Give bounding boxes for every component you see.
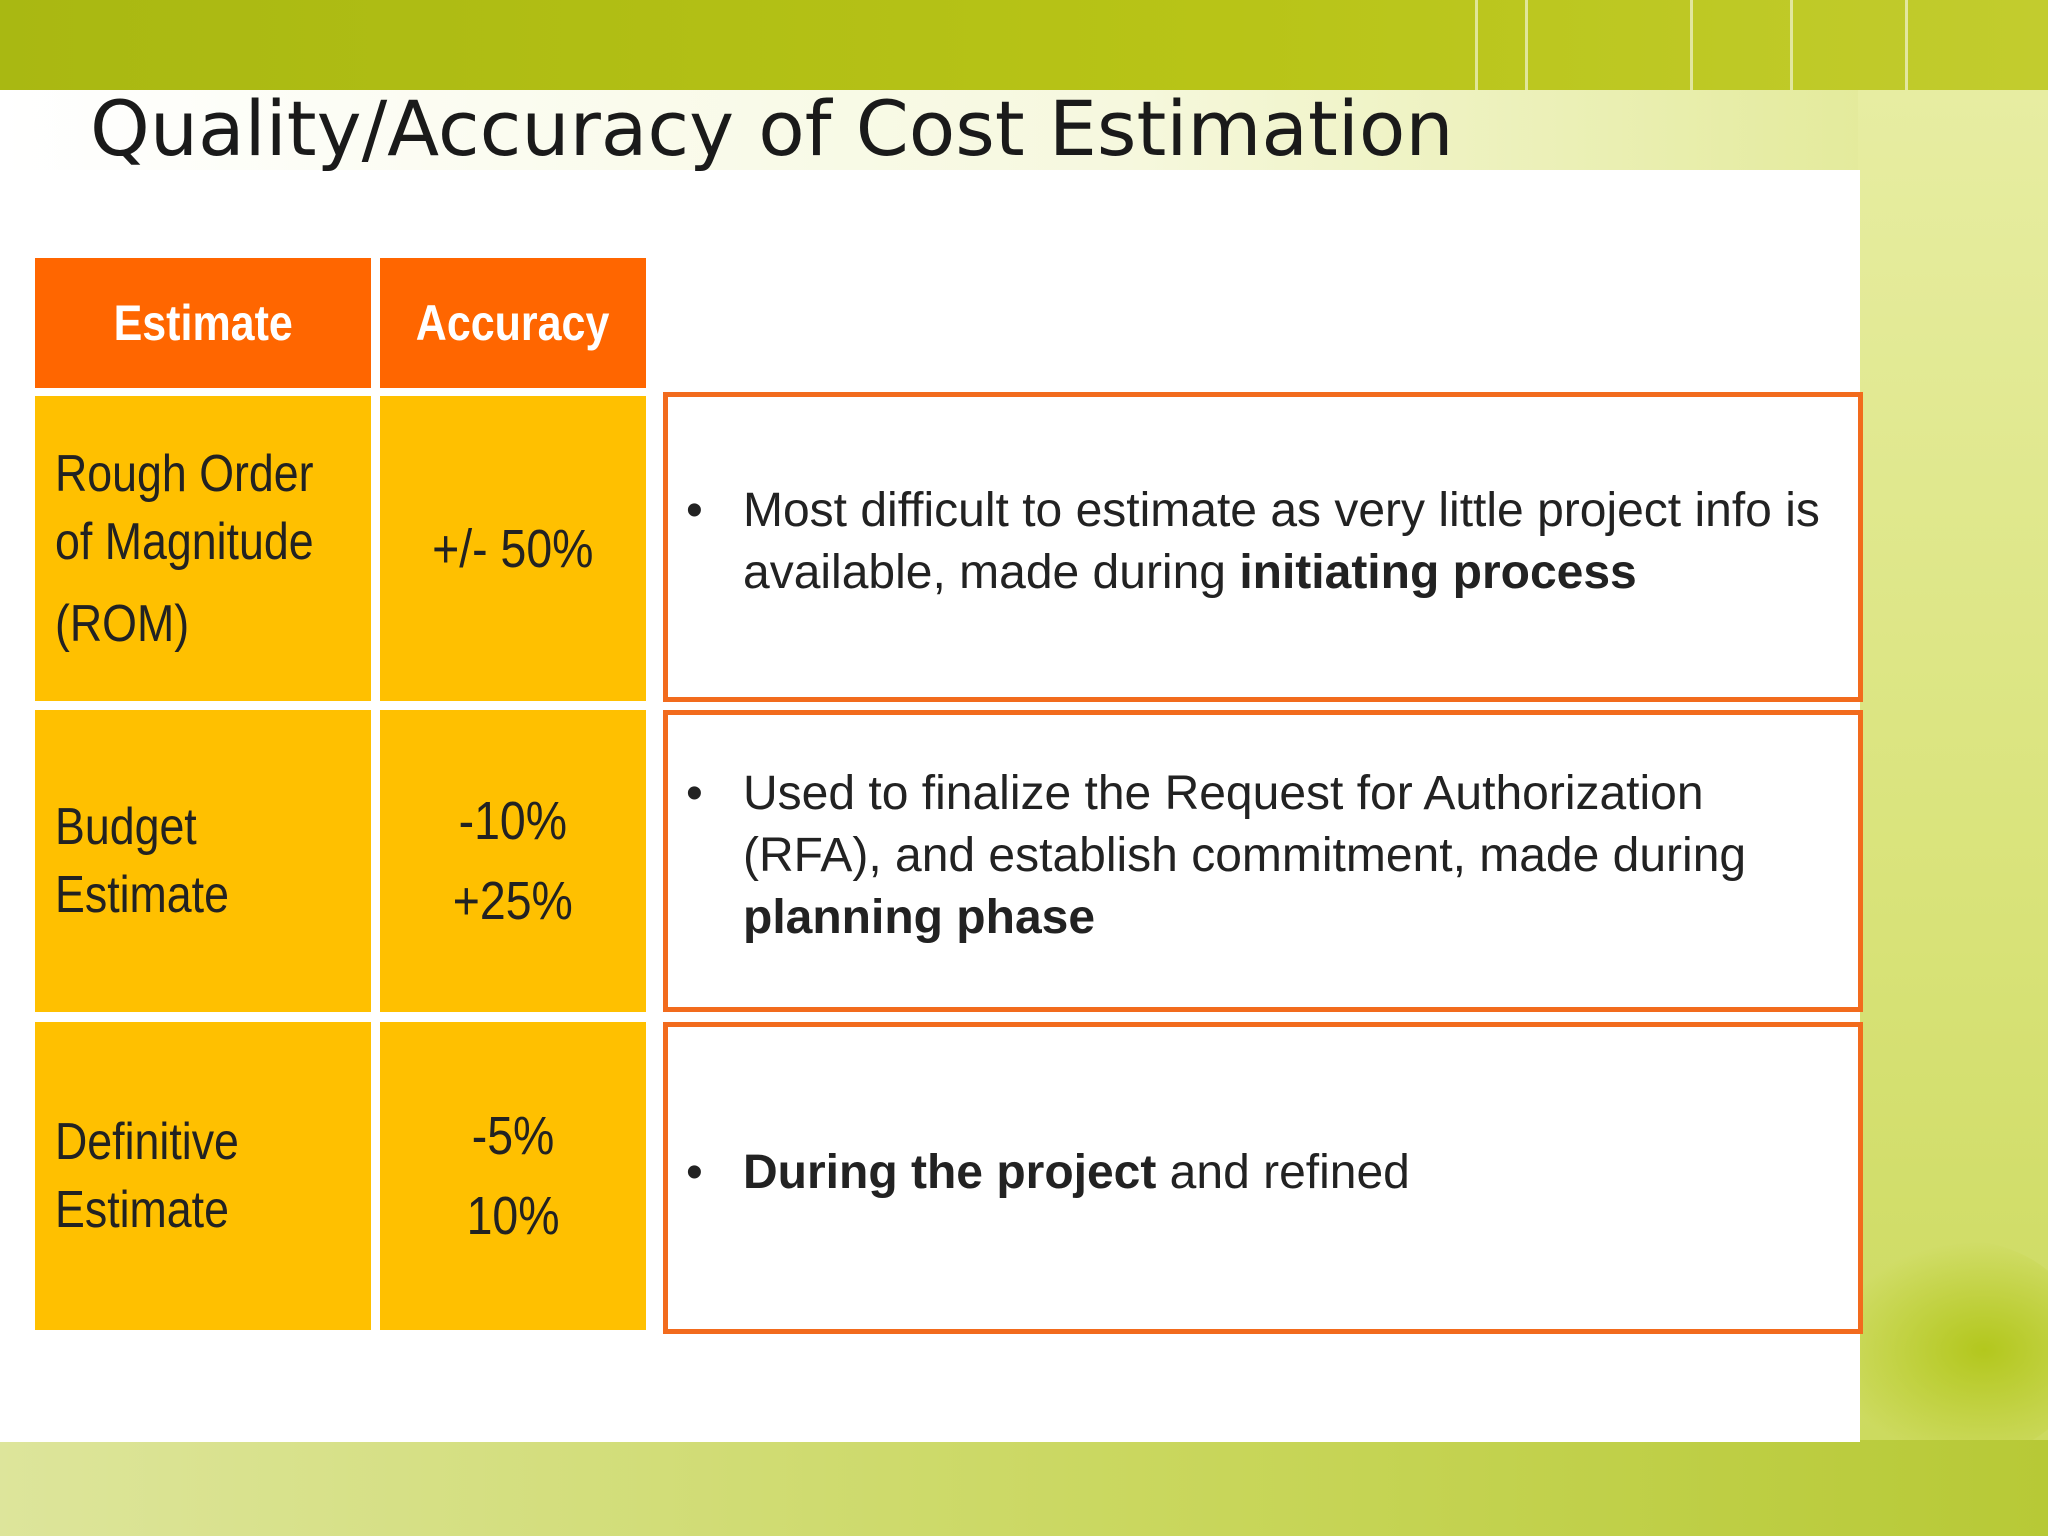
swoosh-decoration <box>1828 1240 2048 1460</box>
accuracy-line: 10% <box>466 1186 560 1246</box>
bullet-icon: • <box>686 1146 703 1199</box>
slide-title: Quality/Accuracy of Cost Estimation <box>90 84 1454 173</box>
estimate-line: Estimate <box>55 1181 229 1239</box>
accuracy-line: +25% <box>452 871 574 931</box>
accuracy-cell-budget: -10% +25% <box>380 710 646 1012</box>
header-accuracy-label: Accuracy <box>416 295 610 351</box>
accuracy-line: -10% <box>458 791 568 851</box>
description-box-definitive: • During the project and refined <box>663 1022 1863 1334</box>
description-box-budget: • Used to finalize the Request for Autho… <box>663 710 1863 1012</box>
estimate-line: Estimate <box>55 866 229 924</box>
description-text: During the project and refined <box>743 1146 1410 1199</box>
bottom-decoration <box>0 1440 2048 1536</box>
title-background <box>0 90 2048 170</box>
header-accuracy: Accuracy <box>380 258 646 388</box>
accuracy-line: +/- 50% <box>432 518 594 579</box>
estimate-cell-definitive: Definitive Estimate <box>35 1022 371 1330</box>
decor-stripe <box>1790 0 1793 90</box>
estimate-cell-rom: Rough Order of Magnitude (ROM) <box>35 396 371 701</box>
description-text: Most difficult to estimate as very littl… <box>743 484 1820 599</box>
decor-stripe <box>1475 0 1478 90</box>
decor-stripe <box>1905 0 1908 90</box>
estimate-line: Budget <box>55 798 197 856</box>
accuracy-line: -5% <box>471 1106 555 1166</box>
accuracy-cell-rom: +/- 50% <box>380 396 646 701</box>
estimate-cell-budget: Budget Estimate <box>35 710 371 1012</box>
estimate-line: Definitive <box>55 1113 239 1171</box>
accuracy-cell-definitive: -5% 10% <box>380 1022 646 1330</box>
estimate-line: of Magnitude <box>55 512 314 571</box>
header-estimate: Estimate <box>35 258 371 388</box>
right-decoration <box>1828 90 2048 1536</box>
header-estimate-label: Estimate <box>113 295 293 351</box>
decor-stripe <box>1690 0 1693 90</box>
bullet-icon: • <box>686 484 703 537</box>
estimate-line: Rough Order <box>55 444 314 503</box>
top-green-band <box>0 0 2048 90</box>
bullet-icon: • <box>686 767 703 820</box>
description-box-rom: • Most difficult to estimate as very lit… <box>663 392 1863 702</box>
estimate-line: (ROM) <box>55 594 190 653</box>
decor-stripe <box>1525 0 1528 90</box>
description-text: Used to finalize the Request for Authori… <box>743 767 1747 944</box>
